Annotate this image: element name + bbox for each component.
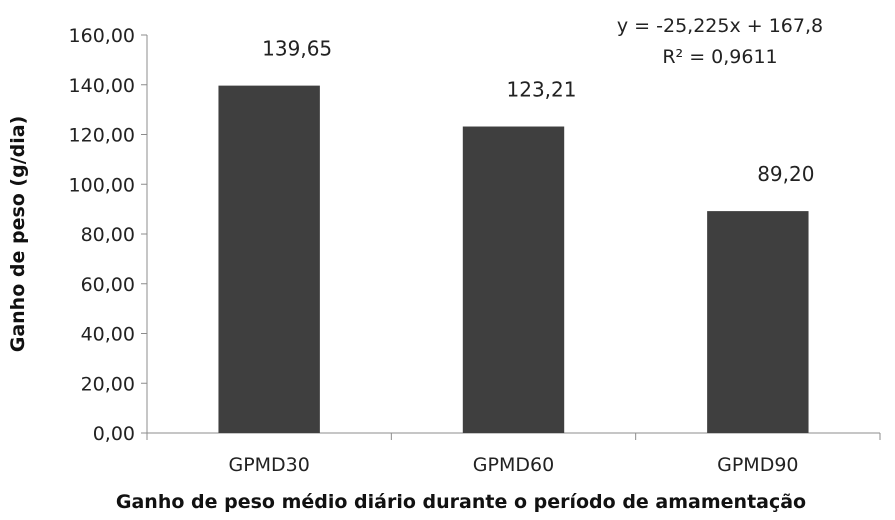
y-axis-title: Ganho de peso (g/dia) (7, 116, 29, 353)
x-category-label: GPMD90 (717, 454, 798, 476)
x-category-label: GPMD60 (473, 454, 554, 476)
x-axis-title: Ganho de peso médio diário durante o per… (116, 491, 806, 513)
data-label: 89,20 (757, 162, 814, 186)
y-tick-label: 140,00 (69, 75, 135, 97)
data-label: 139,65 (262, 37, 332, 61)
bar-gpmd60 (462, 126, 565, 433)
x-category-label: GPMD30 (228, 454, 309, 476)
y-tick-label: 120,00 (69, 125, 135, 147)
y-tick-label: 40,00 (81, 324, 135, 346)
x-axis: GPMD30 GPMD60 GPMD90 (146, 432, 881, 476)
y-tick-label: 20,00 (81, 373, 135, 395)
data-label: 123,21 (507, 78, 577, 102)
bar-gpmd30 (218, 85, 320, 433)
r-squared-annotation: R² = 0,9611 (662, 46, 777, 68)
y-axis: 0,00 20,00 40,00 60,00 80,00 100,00 120,00 140,… (69, 25, 148, 445)
y-tick-label: 0,00 (93, 423, 135, 445)
bars (218, 85, 809, 433)
regression-equation: y = -25,225x + 167,8 (617, 15, 823, 37)
y-tick-label: 100,00 (69, 174, 135, 196)
y-tick-label: 160,00 (69, 25, 135, 47)
y-tick-label: 80,00 (81, 224, 135, 246)
data-labels: 139,65 123,21 89,20 (262, 37, 814, 186)
y-tick-label: 60,00 (81, 274, 135, 296)
bar-gpmd90 (707, 211, 809, 433)
